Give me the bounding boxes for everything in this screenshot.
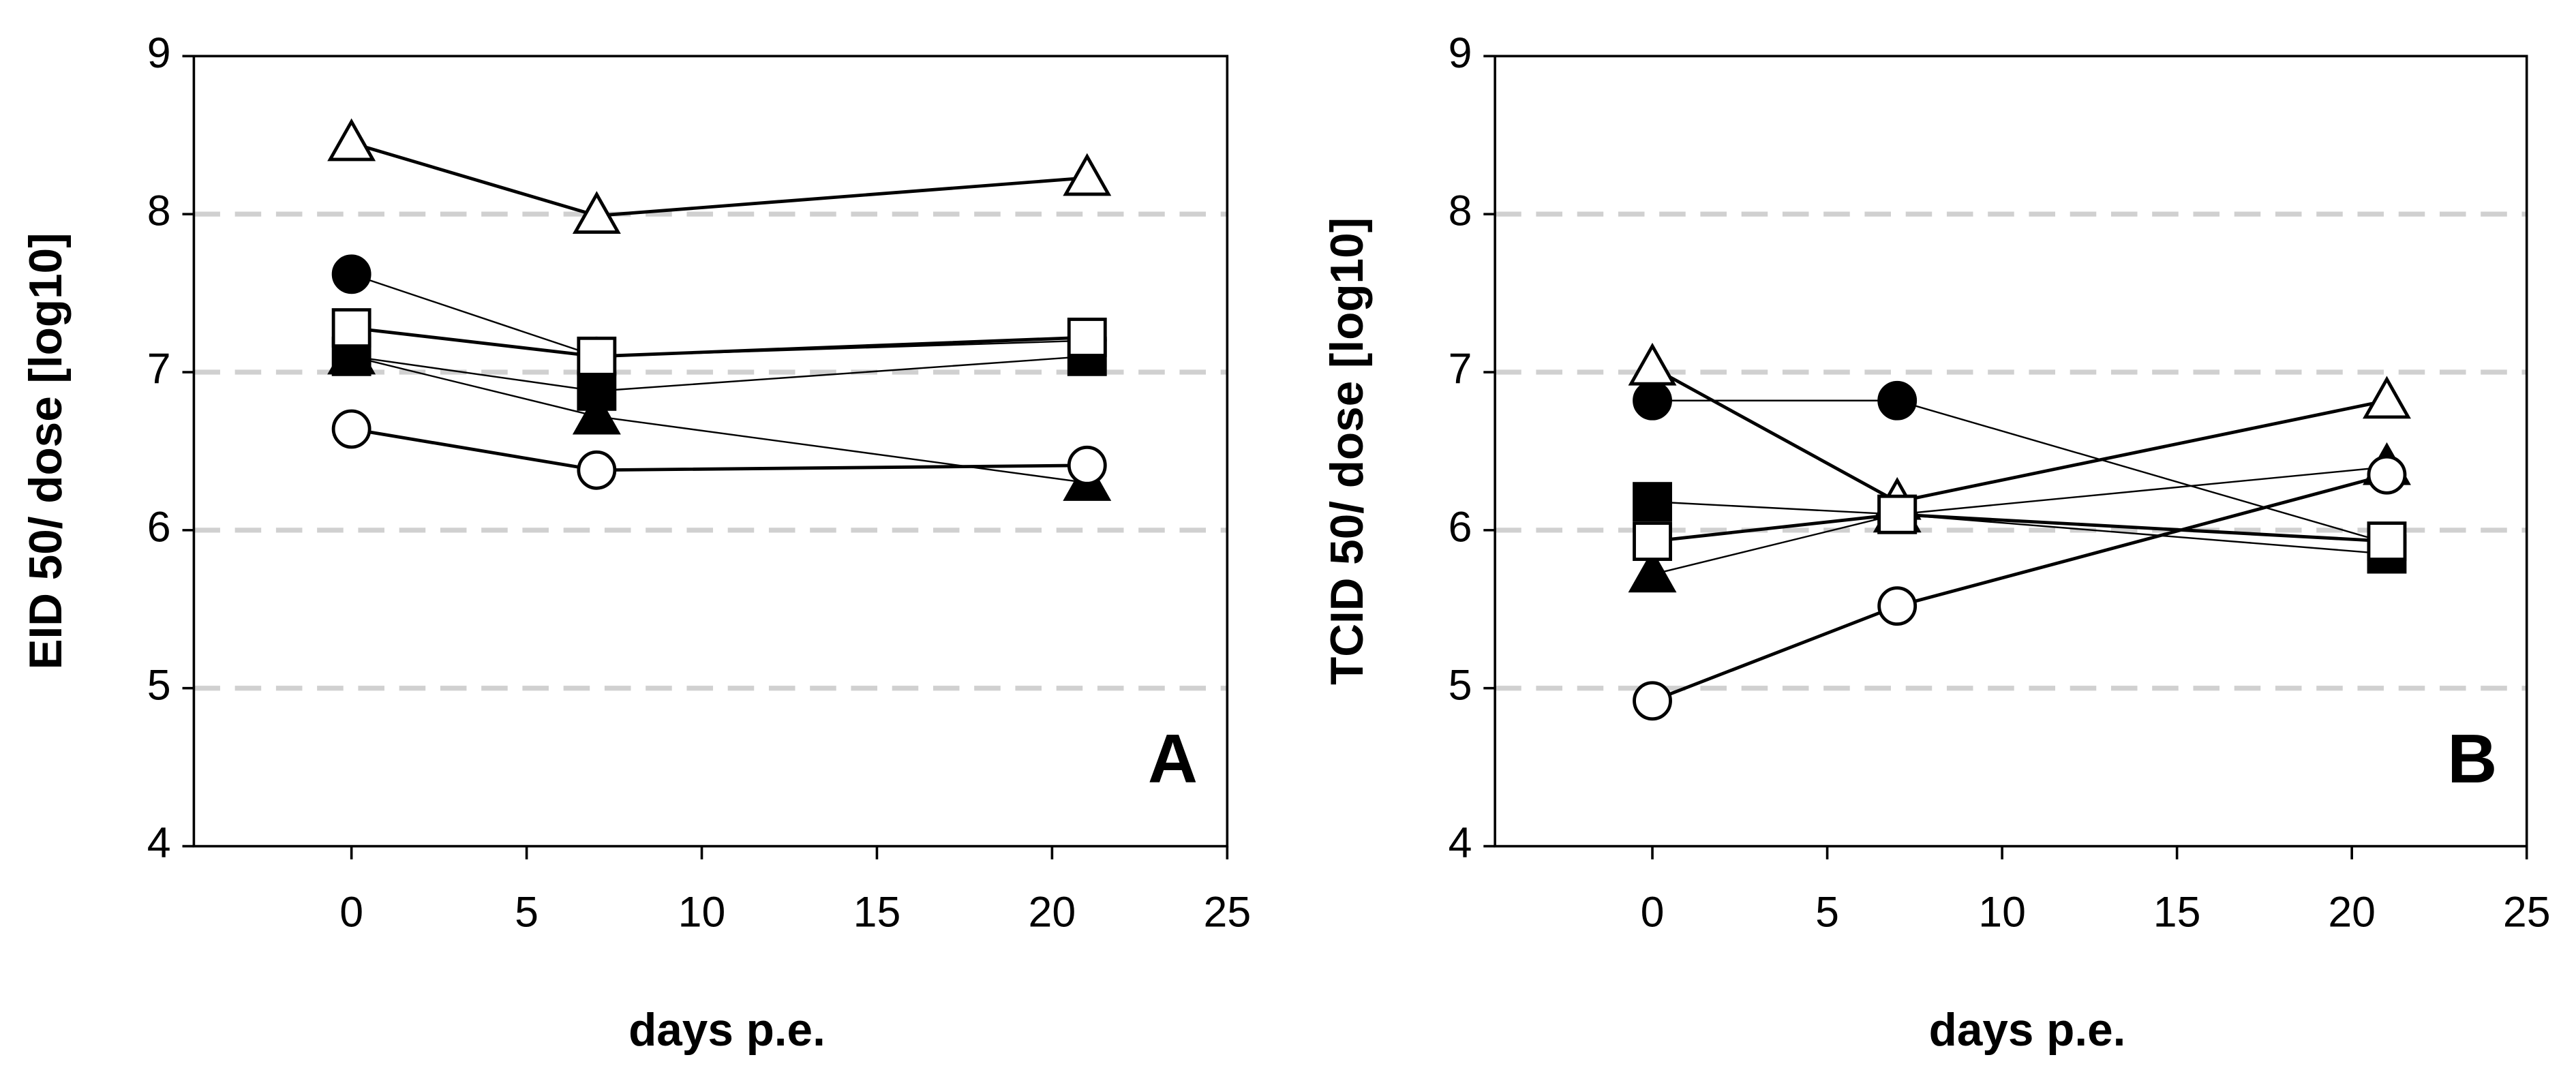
y-tick-label: 9 — [1449, 29, 1472, 77]
y-axis-label: EID 50/ dose [log10] — [20, 232, 72, 669]
x-tick-label: 5 — [1815, 888, 1839, 936]
marker — [1633, 681, 1672, 721]
marker — [1063, 153, 1112, 196]
marker — [327, 118, 376, 162]
marker — [331, 308, 372, 348]
x-tick-label: 15 — [2153, 888, 2201, 936]
x-tick-label: 15 — [853, 888, 901, 936]
marker — [1633, 380, 1672, 421]
marker — [1877, 494, 1918, 534]
y-tick-label: 5 — [147, 661, 171, 709]
marker — [331, 254, 372, 294]
series-line — [350, 141, 1087, 217]
y-tick-label: 8 — [1449, 187, 1472, 235]
series-line — [1652, 473, 2388, 703]
x-tick-label: 20 — [2328, 888, 2376, 936]
series-line — [351, 355, 1087, 484]
marker — [1628, 549, 1677, 593]
x-tick-label: 25 — [2503, 888, 2551, 936]
y-tick-label: 5 — [1449, 661, 1472, 709]
marker — [577, 450, 617, 490]
marker — [2367, 455, 2407, 495]
plot-frame — [192, 55, 1229, 848]
marker — [1067, 318, 1107, 357]
marker — [1067, 445, 1107, 485]
marker — [577, 336, 617, 376]
y-tick-label: 4 — [147, 819, 171, 867]
marker — [331, 409, 372, 449]
marker — [1628, 342, 1677, 386]
marker — [327, 331, 376, 375]
marker — [2367, 521, 2407, 562]
y-tick-label: 6 — [147, 503, 171, 551]
x-tick-label: 5 — [515, 888, 539, 936]
marker — [1877, 380, 1918, 421]
x-tick-label: 10 — [1978, 888, 2026, 936]
series-line — [351, 427, 1087, 472]
marker — [1633, 521, 1672, 562]
y-tick-label: 4 — [1449, 819, 1472, 867]
y-tick-label: 7 — [147, 346, 171, 393]
series-line — [351, 273, 1087, 358]
x-tick-label: 0 — [339, 888, 363, 936]
panel-label: B — [2447, 720, 2497, 797]
y-tick-label: 8 — [147, 187, 171, 235]
y-tick-label: 6 — [1449, 503, 1472, 551]
plot-frame — [1494, 55, 2528, 848]
x-tick-label: 10 — [678, 888, 726, 936]
marker — [572, 191, 621, 234]
y-tick-label: 7 — [1449, 346, 1472, 393]
x-axis-label: days p.e. — [628, 1005, 825, 1056]
y-tick-label: 9 — [147, 29, 171, 77]
series-line — [351, 326, 1087, 359]
x-tick-label: 20 — [1029, 888, 1076, 936]
marker — [1633, 482, 1672, 522]
panel-label: A — [1148, 720, 1198, 797]
series-line — [1651, 365, 2387, 504]
x-tick-label: 25 — [1203, 888, 1251, 936]
marker — [2363, 376, 2411, 419]
x-axis-label: days p.e. — [1929, 1005, 2126, 1056]
marker — [572, 391, 621, 435]
marker — [1877, 586, 1918, 626]
x-tick-label: 0 — [1641, 888, 1665, 936]
y-axis-label: TCID 50/ dose [log10] — [1322, 217, 1373, 685]
